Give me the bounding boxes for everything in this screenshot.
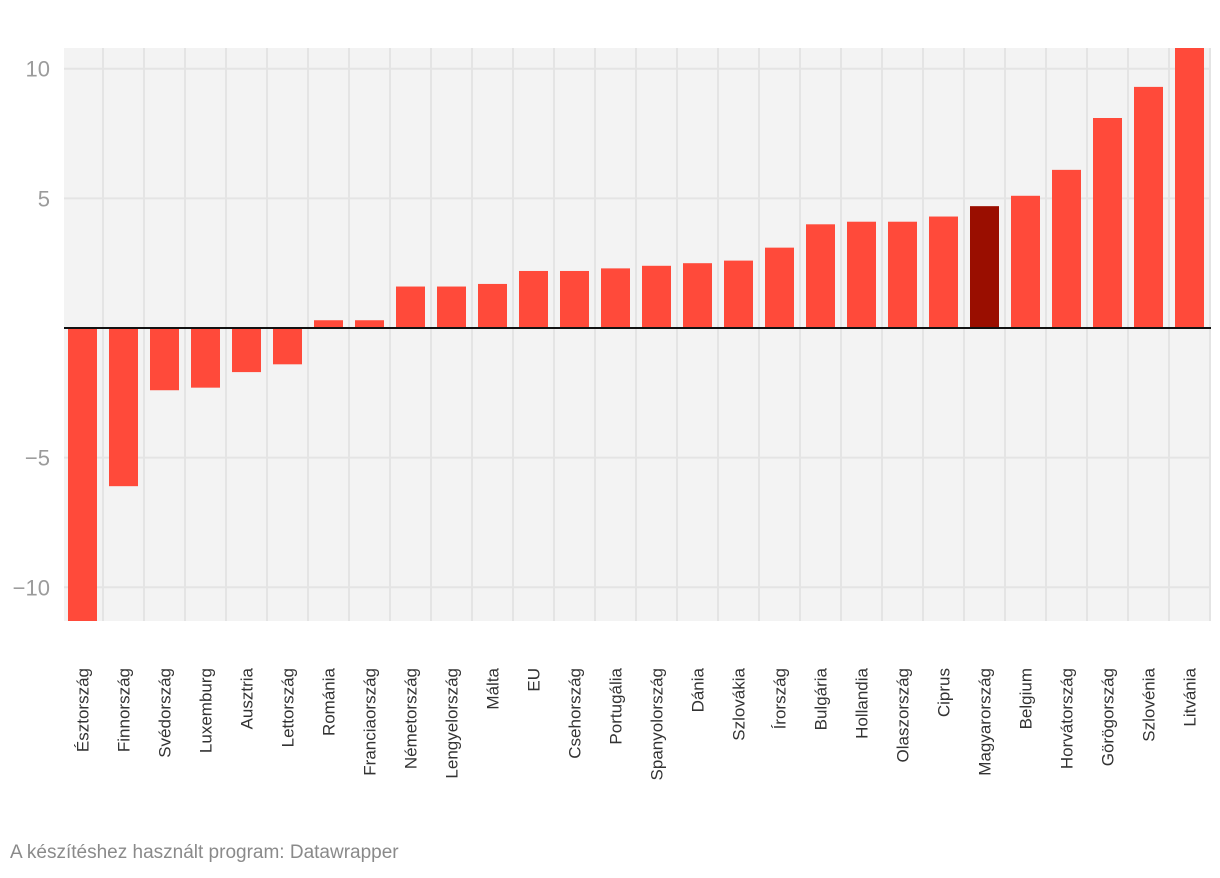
x-tick-label: Litvánia [1181,667,1200,726]
bar-Portugália [601,268,630,329]
bar-Lengyelország [437,286,466,329]
x-tick-label: Ausztria [238,667,257,729]
x-tick-label: Málta [484,667,503,709]
x-tick-label: Észtország [74,668,93,752]
bar-Dánia [683,263,712,329]
credit-text: A készítéshez használt program: Datawrap… [10,842,399,863]
bar-Lettország [273,328,302,365]
x-tick-label: Ciprus [935,668,954,717]
bar-Luxemburg [191,328,220,388]
x-tick-label: Szlovákia [730,667,749,740]
bar-Németország [396,286,425,329]
x-tick-label: Csehország [566,668,585,759]
x-tick-label: Magyarország [976,668,995,776]
y-tick-label: −5 [25,446,50,471]
bar-Észtország [68,328,97,621]
x-tick-label: Bulgária [812,667,831,730]
y-tick-label: −10 [13,575,50,600]
bar-Finnország [109,328,138,487]
x-tick-label: EU [525,668,544,692]
bar-Csehország [560,270,589,329]
x-tick-label: Portugália [607,667,626,744]
x-tick-label: Spanyolország [648,668,667,780]
bar-Litvánia [1175,48,1204,329]
bar-Ausztria [232,328,261,373]
x-tick-label: Dánia [689,667,708,712]
x-tick-label: Románia [320,667,339,736]
y-axis-ticks: 10 5 −5 −10 [13,57,50,601]
bar-Málta [478,283,507,329]
x-tick-label: Németország [402,668,421,769]
bar-Spanyolország [642,265,671,329]
x-tick-label: Írország [771,668,790,729]
bar-Bulgária [806,224,835,329]
bar-Olaszország [888,221,917,329]
x-tick-label: Luxemburg [197,668,216,753]
vertical-gridlines [102,48,1211,621]
bars [68,48,1204,621]
x-axis-labels: Észtország Finnország Svédország Luxemburg A… [74,667,1200,780]
y-tick-label: 5 [38,186,50,211]
bar-chart: 10 5 −5 −10 Észtország Finnország Svédország L… [13,48,1211,780]
bar-Írország [765,247,794,329]
bar-Szlovénia [1134,86,1163,329]
x-tick-label: Szlovénia [1140,667,1159,741]
x-tick-label: Hollandia [853,667,872,738]
x-tick-label: Svédország [156,668,175,758]
bar-EU [519,270,548,329]
bar-Szlovákia [724,260,753,329]
x-tick-label: Olaszország [894,668,913,762]
bar-Magyarország [970,206,999,329]
y-tick-label: 10 [26,57,50,82]
bar-Franciaország [355,320,384,329]
x-tick-label: Finnország [115,668,134,752]
x-tick-label: Lengyelország [443,668,462,779]
bar-Svédország [150,328,179,391]
bar-Horvátország [1052,169,1081,329]
bar-Belgium [1011,195,1040,329]
bar-Görögország [1093,118,1122,329]
bar-Ciprus [929,216,958,329]
x-tick-label: Lettország [279,668,298,747]
x-tick-label: Görögország [1099,668,1118,766]
x-tick-label: Horvátország [1058,668,1077,769]
bar-Románia [314,320,343,329]
x-tick-label: Belgium [1017,668,1036,729]
bar-Hollandia [847,221,876,329]
x-tick-label: Franciaország [361,668,380,776]
